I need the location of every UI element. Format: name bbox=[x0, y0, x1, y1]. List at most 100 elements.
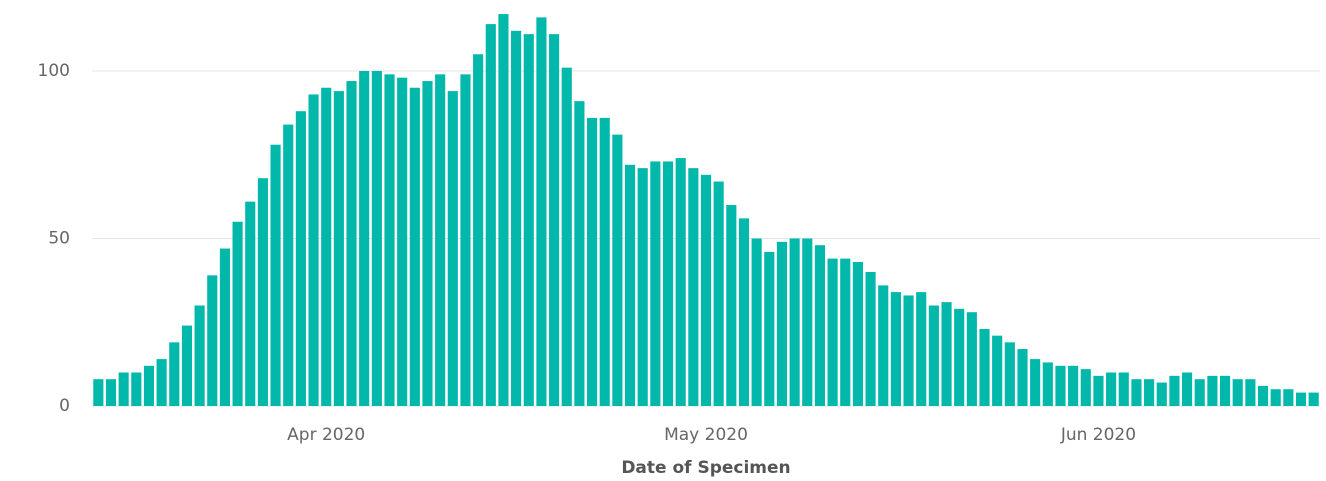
bar bbox=[1182, 372, 1193, 406]
bar bbox=[1042, 362, 1053, 406]
bar bbox=[435, 74, 446, 406]
x-tick-label: Apr 2020 bbox=[287, 425, 365, 445]
bar bbox=[1030, 359, 1041, 406]
bar bbox=[662, 161, 674, 406]
bar bbox=[333, 91, 344, 406]
bar bbox=[321, 87, 332, 406]
bar bbox=[1283, 389, 1294, 406]
bar bbox=[688, 168, 699, 406]
bar bbox=[295, 111, 306, 406]
bar bbox=[726, 205, 737, 406]
bar bbox=[1207, 375, 1218, 406]
bar bbox=[1144, 379, 1155, 406]
bar bbox=[131, 372, 142, 406]
bar bbox=[549, 34, 560, 407]
bar bbox=[903, 295, 914, 406]
bar bbox=[283, 124, 294, 406]
bar bbox=[574, 101, 585, 407]
bar bbox=[1106, 372, 1117, 406]
bar bbox=[802, 238, 813, 406]
bar bbox=[1295, 392, 1307, 406]
bar bbox=[308, 94, 319, 406]
bar bbox=[422, 81, 433, 407]
bar bbox=[992, 335, 1003, 406]
bar bbox=[612, 134, 623, 406]
bar bbox=[1308, 392, 1319, 406]
bar bbox=[219, 248, 230, 406]
bar bbox=[1118, 372, 1129, 406]
bar bbox=[1232, 379, 1243, 406]
bar bbox=[181, 325, 193, 406]
bar bbox=[675, 158, 686, 406]
x-axis-title: Date of Specimen bbox=[621, 458, 790, 478]
bar bbox=[93, 379, 104, 406]
bar bbox=[232, 221, 243, 406]
bar bbox=[928, 305, 939, 406]
bar bbox=[473, 54, 484, 406]
bar bbox=[511, 30, 522, 407]
bar bbox=[561, 67, 572, 407]
bar bbox=[624, 164, 636, 406]
bar bbox=[409, 87, 420, 406]
bar bbox=[1131, 379, 1142, 406]
bar bbox=[1194, 379, 1205, 406]
bar bbox=[1219, 375, 1231, 406]
bar bbox=[245, 201, 256, 406]
bar bbox=[169, 342, 180, 406]
bar bbox=[1257, 385, 1269, 406]
bar bbox=[1080, 369, 1091, 406]
bar bbox=[194, 305, 205, 406]
bar bbox=[1093, 375, 1104, 406]
bar bbox=[118, 372, 129, 406]
bar bbox=[460, 74, 471, 406]
bar bbox=[1055, 365, 1066, 406]
bar bbox=[105, 379, 117, 406]
bar bbox=[1017, 349, 1028, 406]
bar bbox=[143, 365, 155, 406]
y-tick-label: 100 bbox=[38, 61, 70, 81]
bar bbox=[751, 238, 762, 406]
bar bbox=[700, 174, 712, 406]
bar bbox=[485, 24, 496, 406]
bar bbox=[738, 218, 750, 406]
bar bbox=[1169, 375, 1180, 406]
bar bbox=[498, 14, 509, 407]
bar bbox=[523, 34, 534, 407]
bar bbox=[979, 328, 990, 406]
bar bbox=[637, 168, 648, 406]
bar bbox=[814, 245, 826, 406]
bar bbox=[257, 178, 268, 406]
x-tick-label: May 2020 bbox=[664, 425, 748, 445]
bar bbox=[916, 292, 927, 406]
bar bbox=[1068, 365, 1079, 406]
bar bbox=[865, 272, 876, 406]
bar bbox=[599, 117, 610, 407]
bar bbox=[270, 144, 281, 406]
bar bbox=[384, 74, 395, 406]
bar bbox=[941, 302, 952, 406]
bar bbox=[207, 275, 218, 406]
bar bbox=[713, 181, 724, 406]
x-tick-label: Jun 2020 bbox=[1060, 425, 1136, 445]
bar bbox=[359, 71, 370, 406]
bar bbox=[536, 17, 547, 407]
bar bbox=[156, 359, 167, 406]
bar bbox=[586, 117, 598, 407]
bar bbox=[650, 161, 661, 406]
bar bbox=[776, 241, 788, 406]
bar bbox=[1245, 379, 1256, 406]
bar bbox=[371, 71, 382, 406]
bar bbox=[1156, 382, 1167, 406]
y-tick-label: 0 bbox=[59, 396, 70, 416]
bar bbox=[789, 238, 800, 406]
bar bbox=[878, 285, 889, 406]
bar bbox=[397, 77, 408, 406]
bar bbox=[890, 292, 901, 406]
bar bbox=[1270, 389, 1281, 406]
bar bbox=[840, 258, 851, 406]
bar bbox=[827, 258, 838, 406]
y-tick-label: 50 bbox=[48, 229, 70, 249]
bar bbox=[966, 312, 977, 406]
